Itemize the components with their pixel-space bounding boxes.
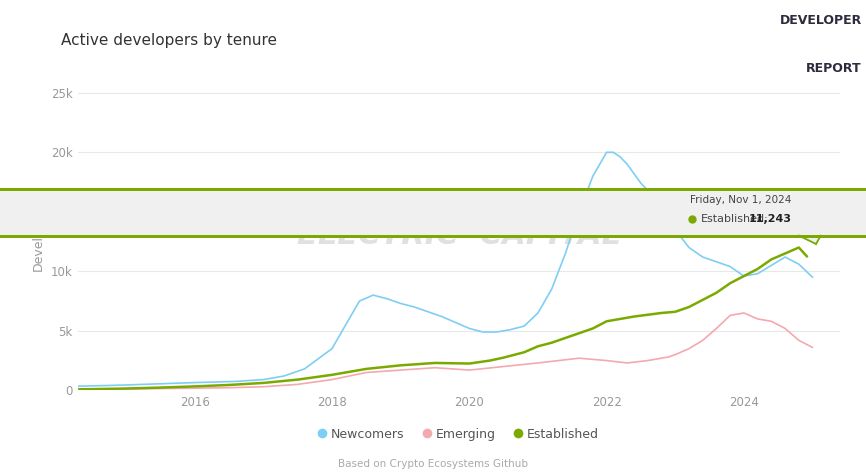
Legend: Newcomers, Emerging, Established: Newcomers, Emerging, Established [313, 423, 604, 446]
Text: 11,243: 11,243 [749, 214, 792, 224]
Polygon shape [798, 236, 821, 244]
Text: Established:: Established: [701, 214, 768, 224]
Text: DEVELOPER: DEVELOPER [779, 14, 862, 27]
FancyBboxPatch shape [0, 189, 866, 237]
Text: REPORT: REPORT [806, 62, 862, 75]
Y-axis label: Developers: Developers [32, 200, 45, 271]
Text: Active developers by tenure: Active developers by tenure [61, 33, 276, 49]
Text: ELECTRIC  CAPITAL: ELECTRIC CAPITAL [297, 221, 621, 250]
Text: Friday, Nov 1, 2024: Friday, Nov 1, 2024 [690, 195, 792, 205]
Text: Based on Crypto Ecosystems Github: Based on Crypto Ecosystems Github [338, 459, 528, 469]
